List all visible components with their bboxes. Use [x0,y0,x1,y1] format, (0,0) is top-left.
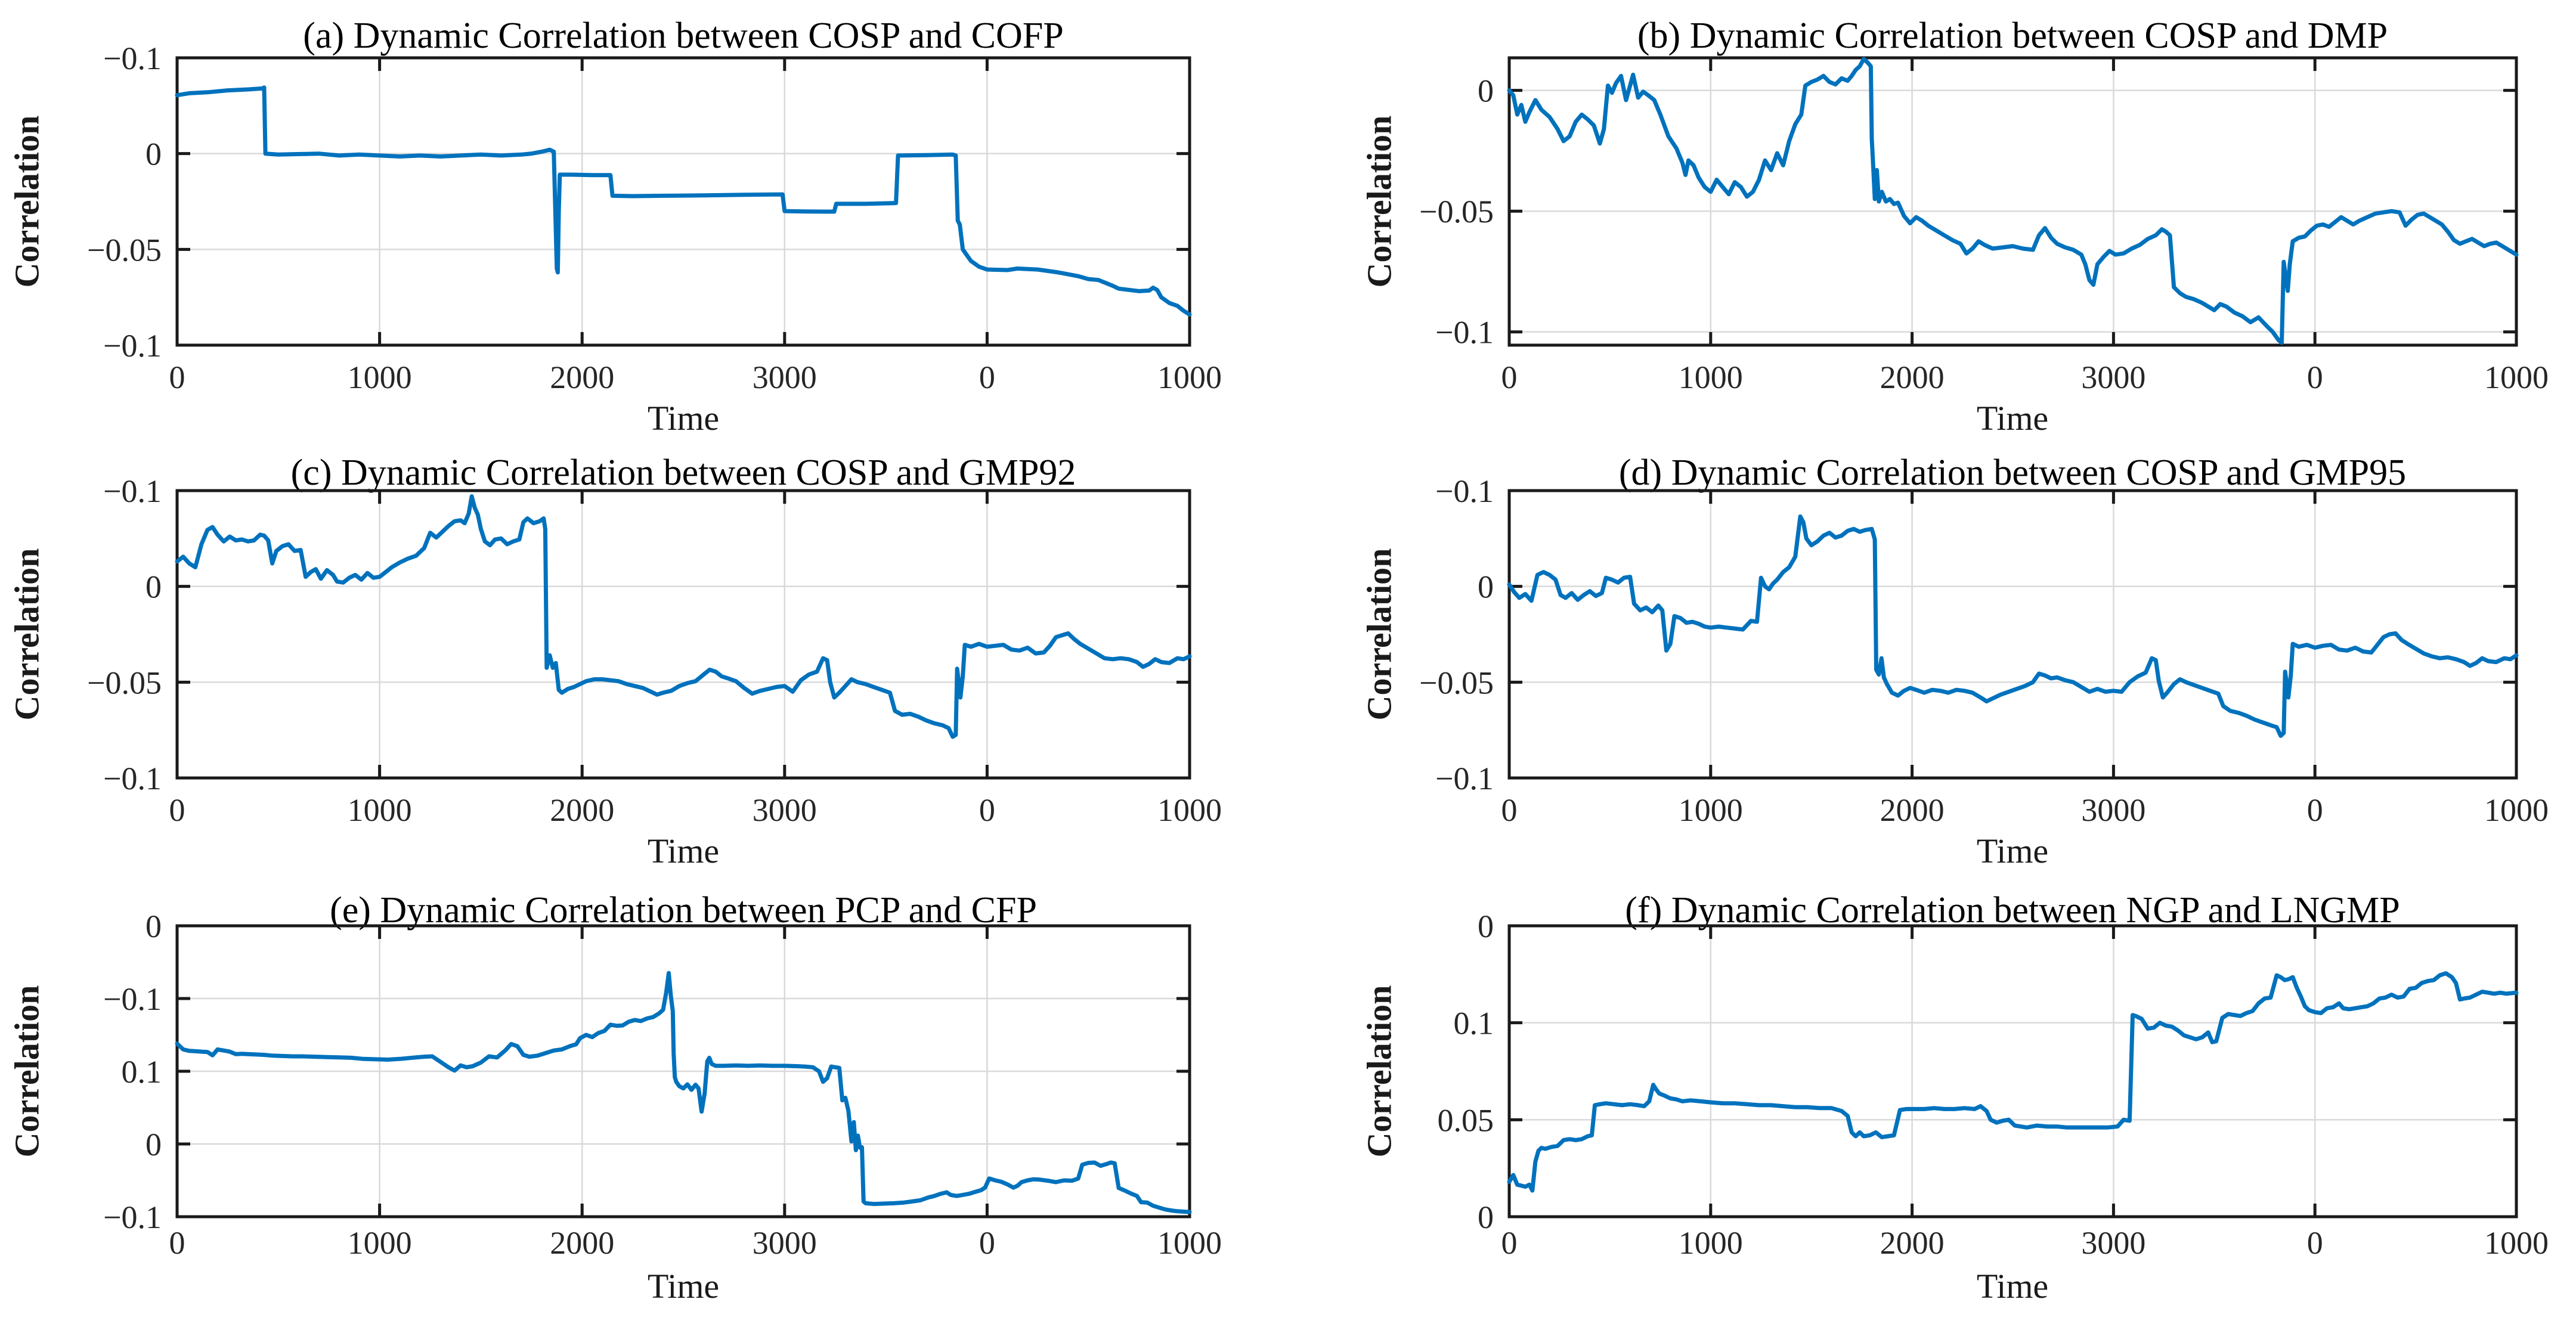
y-tick-label: −0.1 [1435,761,1494,796]
x-tick-label: 2000 [550,359,614,395]
y-tick-label: 0 [145,909,162,944]
x-axis-label: Time [1976,1267,2049,1306]
y-tick-label: −0.05 [87,665,162,700]
x-tick-label: 0 [1501,1225,1518,1261]
y-tick-label: −0.1 [103,1199,162,1235]
chart-title: (a) Dynamic Correlation between COSP and… [303,15,1064,56]
x-axis-label: Time [647,1267,720,1306]
chart-title: (f) Dynamic Correlation between NGP and … [1625,890,2400,931]
y-tick-label: −0.1 [103,328,162,364]
y-tick-label: 0 [1478,73,1494,109]
plot-border [1507,56,2518,347]
y-tick-label: −0.05 [1419,194,1494,230]
series-line [175,494,1192,739]
x-tick-label: 3000 [2081,359,2145,395]
x-tick-label: 1000 [1157,359,1222,395]
chart-title: (d) Dynamic Correlation between COSP and… [1618,452,2407,493]
x-tick-label: 0 [979,359,995,395]
x-tick-label: 2000 [1880,792,1945,828]
subplot-a: (a) Dynamic Correlation between COSP and… [0,0,1288,442]
y-tick-label: −0.1 [103,981,162,1017]
y-tick-label: 0.1 [1454,1006,1494,1041]
plot-border [175,489,1191,780]
x-tick-label: 1000 [1157,792,1222,828]
x-tick-label: 0 [169,792,185,828]
plot-svg: −0.10−0.05−0.10 1000 2000 3000 0 1000 [87,473,1222,828]
x-tick-label: 3000 [2081,1225,2145,1261]
chart-title: (c) Dynamic Correlation between COSP and… [290,452,1076,493]
x-axis-label: Time [647,832,720,870]
x-tick-label: 3000 [2081,792,2145,828]
x-tick-label: 1000 [348,1225,412,1261]
x-tick-label: 1000 [1679,359,1743,395]
x-tick-label: 0 [2307,792,2323,828]
subplot-c: (c) Dynamic Correlation between COSP and… [0,442,1288,885]
y-tick-label: −0.1 [103,41,162,76]
series-line [1507,514,2519,738]
x-tick-label: 0 [169,359,185,395]
x-tick-label: 0 [1501,359,1518,395]
x-tick-label: 0 [169,1225,185,1261]
x-tick-label: 1000 [1679,792,1743,828]
x-tick-label: 1000 [2484,359,2549,395]
y-tick-label: 0 [1478,909,1494,944]
x-axis-label: Time [647,399,720,438]
chart-title: (e) Dynamic Correlation between PCP and … [330,890,1037,931]
y-tick-label: 0 [145,1127,162,1162]
y-tick-label: 0.05 [1438,1102,1494,1138]
y-tick-label: 0.1 [122,1054,162,1090]
y-tick-label: −0.1 [1435,315,1494,351]
y-tick-label: 0 [145,569,162,605]
y-tick-label: −0.1 [1435,473,1494,509]
plot-border [1507,489,2518,780]
subplot-b: (b) Dynamic Correlation between COSP and… [1288,0,2576,442]
plot-svg: −0.10−0.05−0.10 1000 2000 3000 0 1000 [1419,473,2549,828]
x-axis-label: Time [1976,399,2049,438]
series-line [1507,57,2519,345]
y-tick-label: 0 [145,137,162,172]
x-tick-label: 1000 [348,359,412,395]
x-tick-label: 3000 [753,1225,817,1261]
plot-svg: 0−0.10.10−0.10 1000 2000 3000 0 1000 [103,909,1222,1261]
plot-border [1507,924,2518,1219]
subplot-d: (d) Dynamic Correlation between COSP and… [1288,442,2576,885]
series-line [1507,971,2519,1193]
x-tick-label: 2000 [1880,1225,1945,1261]
x-tick-label: 1000 [348,792,412,828]
series-line [175,85,1192,317]
x-tick-label: 0 [2307,1225,2323,1261]
x-tick-label: 2000 [1880,359,1945,395]
x-tick-label: 0 [1501,792,1518,828]
x-tick-label: 0 [2307,359,2323,395]
plot-svg: 0−0.05−0.10 1000 2000 3000 0 1000 [1419,56,2549,395]
subplot-f: (f) Dynamic Correlation between NGP and … [1288,885,2576,1327]
x-tick-label: 3000 [753,359,817,395]
x-tick-label: 1000 [1157,1225,1222,1261]
y-tick-label: −0.05 [87,232,162,268]
x-tick-label: 0 [979,792,995,828]
y-tick-label: 0 [1478,569,1494,605]
x-tick-label: 3000 [753,792,817,828]
plot-svg: −0.10−0.05−0.10 1000 2000 3000 0 1000 [87,41,1222,395]
chart-title: (b) Dynamic Correlation between COSP and… [1637,15,2388,56]
x-axis-label: Time [1976,832,2049,870]
x-tick-label: 2000 [550,1225,614,1261]
x-tick-label: 0 [979,1225,995,1261]
y-tick-label: 0 [1478,1199,1494,1235]
y-tick-label: −0.1 [103,473,162,509]
x-tick-label: 1000 [1679,1225,1743,1261]
x-tick-label: 1000 [2484,1225,2549,1261]
y-tick-label: −0.05 [1419,665,1494,700]
series-line [175,971,1192,1214]
x-tick-label: 2000 [550,792,614,828]
plot-border [175,56,1191,347]
subplot-e: (e) Dynamic Correlation between PCP and … [0,885,1288,1327]
y-tick-label: −0.1 [103,761,162,796]
x-tick-label: 1000 [2484,792,2549,828]
